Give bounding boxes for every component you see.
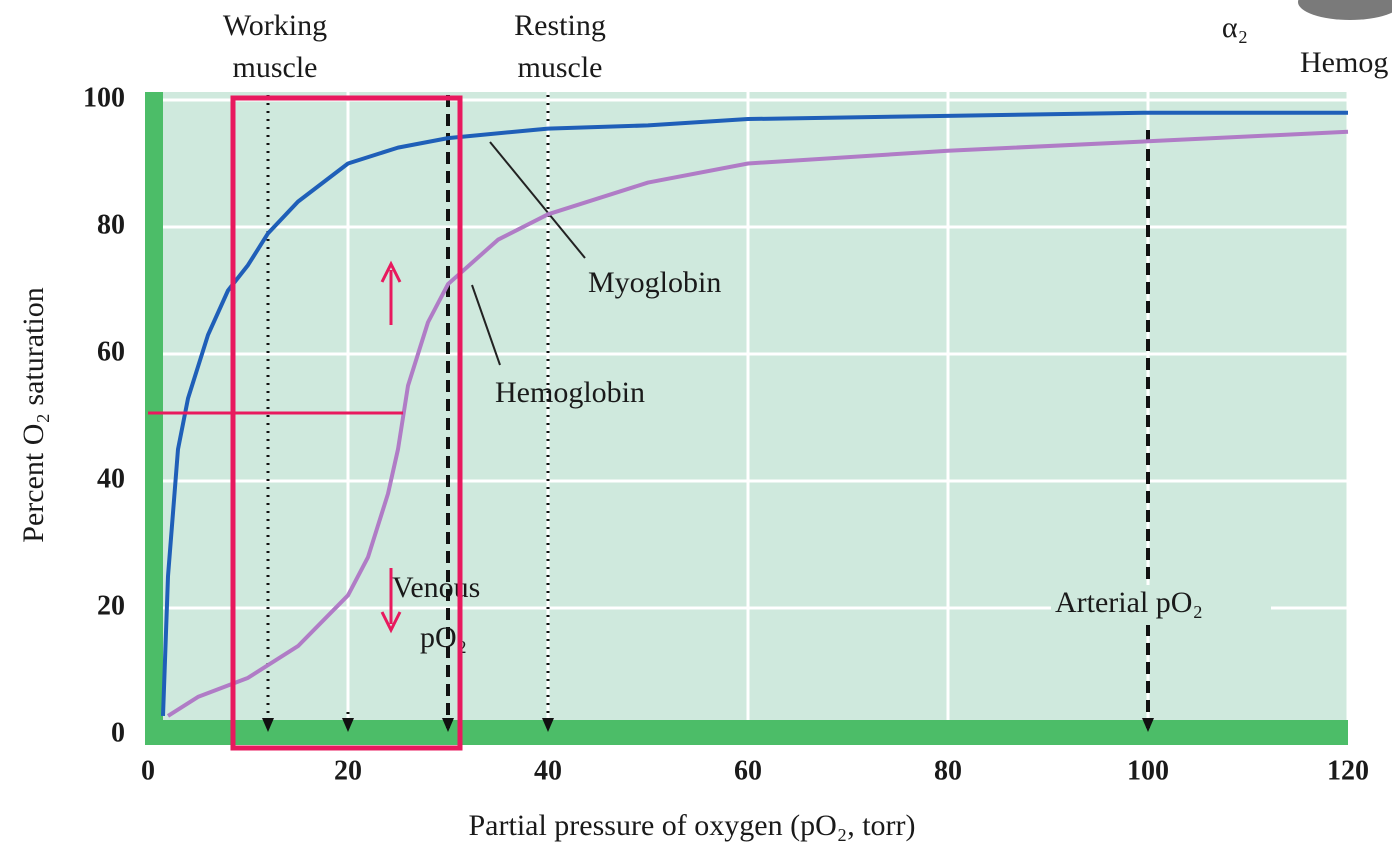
y-tick-label: 20 [97, 590, 125, 621]
y-tick-label: 60 [97, 336, 125, 367]
x-tick-label: 60 [734, 755, 762, 786]
x-tick-label: 100 [1127, 755, 1169, 786]
x-tick-label: 40 [534, 755, 562, 786]
leader-line [471, 284, 501, 366]
arrowhead [342, 718, 354, 732]
arrowhead [542, 718, 554, 732]
left-band [145, 92, 163, 745]
inset-symbol: α₂ [1222, 11, 1248, 44]
y-axis-label: Percent O₂ saturation [17, 287, 50, 542]
data-line [166, 129, 1349, 718]
x-axis-label: Partial pressure of oxygen (pO₂, torr) [469, 809, 916, 842]
reference-label: Venous [392, 571, 480, 604]
reference-label: Resting [514, 9, 606, 42]
arrowhead [1142, 718, 1154, 732]
highlight-box [230, 95, 463, 751]
series-label: Myoglobin [588, 266, 721, 299]
x-tick-label: 80 [934, 755, 962, 786]
y-tick-label: 40 [97, 463, 125, 494]
inset-caption: Hemog [1300, 46, 1388, 79]
reference-label: Arterial pO₂ [1055, 586, 1203, 619]
x-tick-label: 120 [1327, 755, 1369, 786]
y-tick-label: 100 [83, 82, 125, 113]
x-tick-label: 20 [334, 755, 362, 786]
label-background [1051, 585, 1271, 625]
annotation-arrowhead [380, 260, 402, 283]
reference-label: muscle [518, 51, 603, 84]
bottom-band [145, 720, 1348, 745]
arrowhead [262, 718, 274, 732]
reference-label: Working [223, 9, 327, 42]
reference-label: muscle [233, 51, 318, 84]
x-tick-label: 0 [141, 755, 155, 786]
leader-line [489, 141, 586, 259]
inset-image [1298, 0, 1392, 20]
series-label: Hemoglobin [495, 376, 645, 409]
annotation-arrowhead [380, 611, 402, 634]
y-tick-label: 80 [97, 209, 125, 240]
arrowhead [442, 718, 454, 732]
y-tick-label: 0 [111, 717, 125, 748]
data-line [161, 110, 1348, 717]
